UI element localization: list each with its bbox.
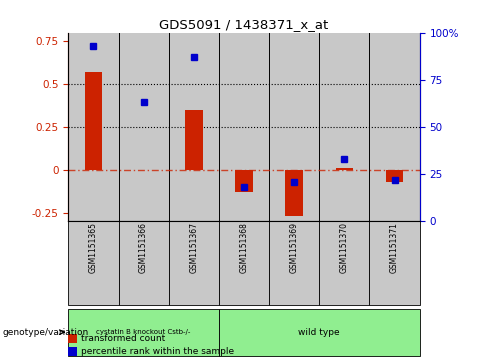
Bar: [84, 72, 102, 170]
FancyBboxPatch shape: [68, 221, 119, 305]
Text: GSM1151369: GSM1151369: [290, 223, 299, 273]
Text: genotype/variation: genotype/variation: [2, 328, 89, 337]
Bar: [319, 33, 369, 221]
Text: GSM1151368: GSM1151368: [240, 223, 248, 273]
FancyBboxPatch shape: [219, 221, 269, 305]
Bar: [285, 170, 303, 216]
Text: GSM1151366: GSM1151366: [139, 223, 148, 273]
Bar: [336, 168, 353, 170]
Bar: [169, 33, 219, 221]
Text: GSM1151370: GSM1151370: [340, 223, 349, 273]
Text: GSM1151367: GSM1151367: [189, 223, 198, 273]
FancyBboxPatch shape: [219, 309, 420, 356]
Bar: [185, 110, 203, 170]
Bar: [386, 170, 404, 182]
Bar: [369, 33, 420, 221]
Bar: [235, 170, 253, 192]
Bar: [219, 33, 269, 221]
FancyBboxPatch shape: [269, 221, 319, 305]
Text: percentile rank within the sample: percentile rank within the sample: [81, 347, 234, 356]
Text: GSM1151365: GSM1151365: [89, 223, 98, 273]
FancyBboxPatch shape: [369, 221, 420, 305]
Bar: [269, 33, 319, 221]
Bar: [68, 33, 119, 221]
FancyBboxPatch shape: [169, 221, 219, 305]
FancyBboxPatch shape: [319, 221, 369, 305]
Text: cystatin B knockout Cstb-/-: cystatin B knockout Cstb-/-: [97, 329, 191, 335]
FancyBboxPatch shape: [119, 221, 169, 305]
Bar: [119, 33, 169, 221]
FancyBboxPatch shape: [68, 309, 219, 356]
Text: transformed count: transformed count: [81, 334, 165, 343]
Title: GDS5091 / 1438371_x_at: GDS5091 / 1438371_x_at: [160, 19, 328, 32]
Text: GSM1151371: GSM1151371: [390, 223, 399, 273]
Text: wild type: wild type: [299, 328, 340, 337]
